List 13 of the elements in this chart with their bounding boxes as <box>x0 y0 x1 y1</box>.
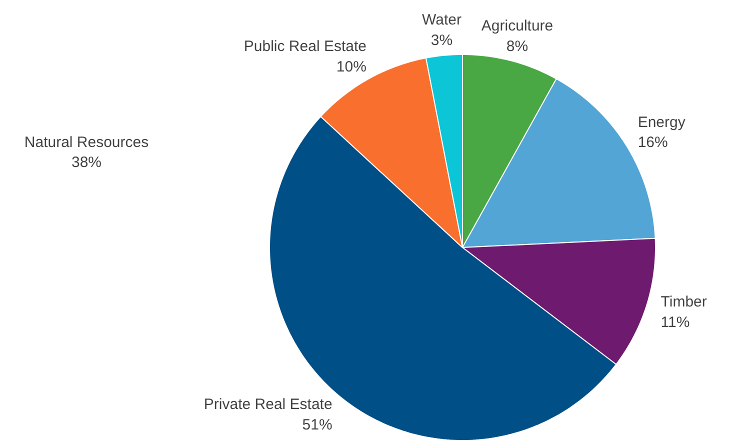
data-label: 3% <box>430 32 453 50</box>
slice-label: Private Real Estate <box>204 396 332 413</box>
data-label: 8% <box>506 38 528 56</box>
slice-label: Water <box>422 12 462 29</box>
data-label: 51% <box>302 416 332 434</box>
data-label: 10% <box>336 58 366 76</box>
text: Natural Resources 38% <box>24 134 149 172</box>
slice-label: Agriculture <box>481 18 554 35</box>
slice-label: Public Real Estate <box>244 38 366 56</box>
data-label: 11% <box>660 314 690 331</box>
slice-label: Timber <box>660 294 707 311</box>
data-label: 16% <box>638 134 668 152</box>
slice-label: Energy <box>638 114 686 131</box>
